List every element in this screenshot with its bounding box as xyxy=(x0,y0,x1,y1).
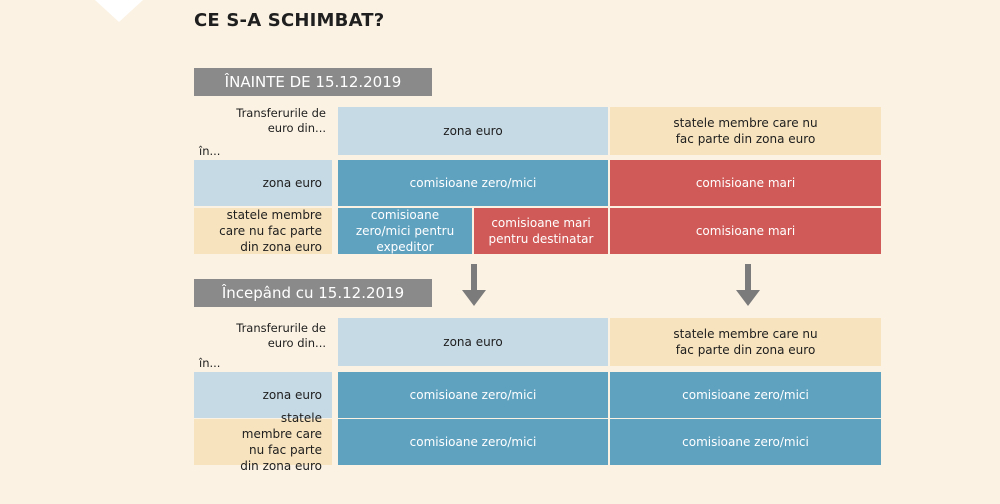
before-header-label: Transferurile de euro din... xyxy=(236,106,326,135)
after-cell-euro-to-euro: comisioane zero/mici xyxy=(338,372,608,418)
after-row-header-euro: zona euro xyxy=(194,372,332,418)
before-row-header-euro: zona euro xyxy=(194,160,332,206)
before-in-label: în... xyxy=(199,144,221,158)
after-cell-euro-to-non-euro: comisioane zero/mici xyxy=(610,372,881,418)
before-cell-euro-to-non-euro: comisioane mari xyxy=(610,160,881,206)
before-col-header-euro: zona euro xyxy=(338,107,608,155)
down-arrow-icon xyxy=(462,264,486,306)
after-header-label: Transferurile de euro din... xyxy=(236,321,326,350)
before-cell-euro-to-euro: comisioane zero/mici xyxy=(338,160,608,206)
after-in-label: în... xyxy=(199,356,221,370)
before-cell-non-euro-sender: comisioane zero/mici pentru expeditor xyxy=(338,208,472,254)
before-cell-non-euro-to-non-euro: comisioane mari xyxy=(610,208,881,254)
after-row-header-non-euro: statele membre care nu fac parte din zon… xyxy=(194,411,332,473)
down-arrow-icon xyxy=(736,264,760,306)
after-banner: Începând cu 15.12.2019 xyxy=(194,279,432,307)
after-cell-non-euro-to-euro: comisioane zero/mici xyxy=(338,419,608,465)
before-cell-non-euro-receiver: comisioane mari pentru destinatar xyxy=(474,208,608,254)
before-row-header-non-euro: statele membre care nu fac parte din zon… xyxy=(194,208,332,254)
corner-tab-decoration xyxy=(95,0,143,22)
before-col-header-non-euro: statele membre care nu fac parte din zon… xyxy=(610,107,881,155)
after-col-header-euro: zona euro xyxy=(338,318,608,366)
page-title: CE S-A SCHIMBAT? xyxy=(194,10,385,31)
after-cell-non-euro-to-non-euro: comisioane zero/mici xyxy=(610,419,881,465)
before-banner: ÎNAINTE DE 15.12.2019 xyxy=(194,68,432,96)
after-col-header-non-euro: statele membre care nu fac parte din zon… xyxy=(610,318,881,366)
